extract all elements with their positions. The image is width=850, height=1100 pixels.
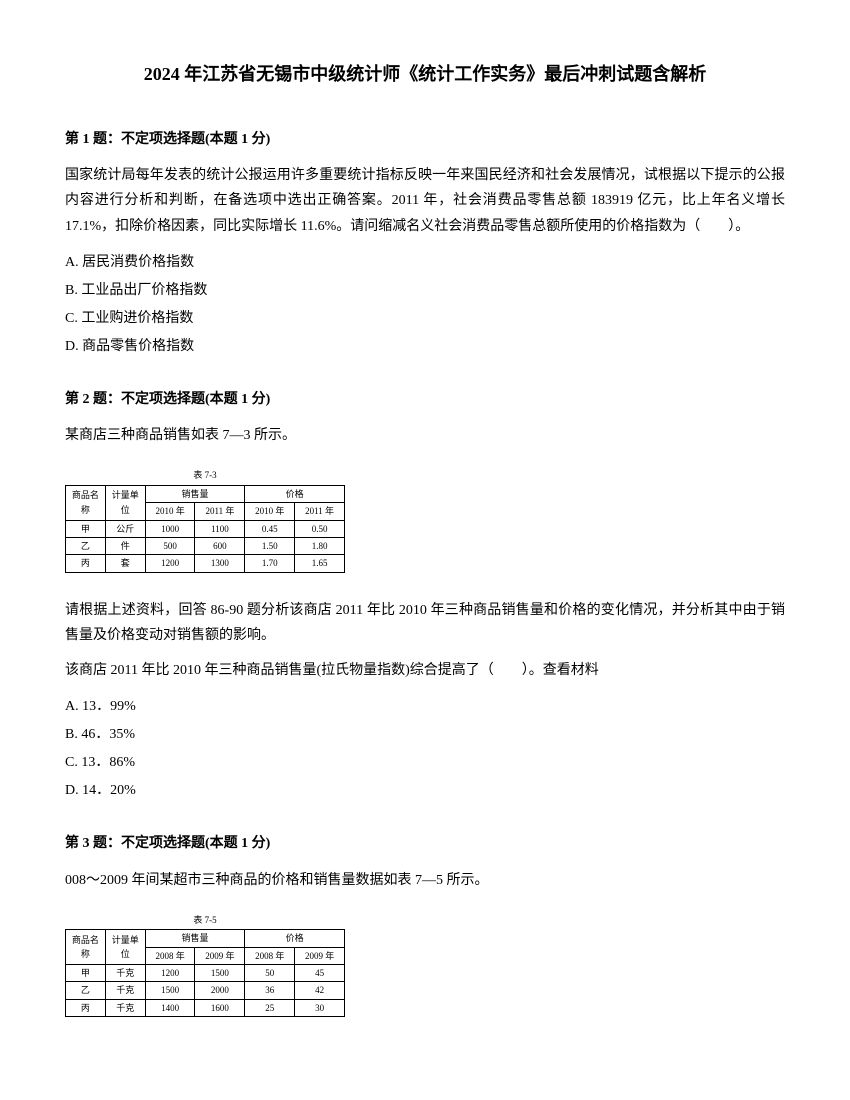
table-row: 乙 件 500 600 1.50 1.80 — [66, 537, 345, 554]
td: 1400 — [145, 999, 195, 1016]
q2-option-a: A. 13．99% — [65, 693, 785, 721]
th: 2009 年 — [195, 947, 245, 964]
td: 1.65 — [295, 555, 345, 572]
q1-header: 第 1 题：不定项选择题(本题 1 分) — [65, 129, 785, 151]
td: 1500 — [195, 964, 245, 981]
th: 2011 年 — [295, 503, 345, 520]
q2-table-container: 表 7-3 商品名称 计量单位 销售量 价格 2010 年 2011 年 201… — [65, 468, 785, 572]
q2-header: 第 2 题：不定项选择题(本题 1 分) — [65, 389, 785, 411]
q3-header: 第 3 题：不定项选择题(本题 1 分) — [65, 833, 785, 855]
td: 600 — [195, 537, 245, 554]
td: 1.50 — [245, 537, 295, 554]
table-row: 甲 公斤 1000 1100 0.45 0.50 — [66, 520, 345, 537]
q2-option-b: B. 46．35% — [65, 721, 785, 749]
th: 2008 年 — [245, 947, 295, 964]
th: 商品名称 — [66, 485, 106, 520]
q2-body1: 请根据上述资料，回答 86-90 题分析该商店 2011 年比 2010 年三种… — [65, 598, 785, 648]
td: 30 — [295, 999, 345, 1016]
th: 2008 年 — [145, 947, 195, 964]
td: 1000 — [145, 520, 195, 537]
table-7-3: 表 7-3 商品名称 计量单位 销售量 价格 2010 年 2011 年 201… — [65, 468, 345, 572]
td: 乙 — [66, 982, 106, 999]
td: 0.50 — [295, 520, 345, 537]
td: 36 — [245, 982, 295, 999]
td: 0.45 — [245, 520, 295, 537]
td: 1200 — [145, 555, 195, 572]
q2-option-c: C. 13．86% — [65, 749, 785, 777]
td: 25 — [245, 999, 295, 1016]
td: 1300 — [195, 555, 245, 572]
th: 销售量 — [145, 930, 245, 947]
q1-body: 国家统计局每年发表的统计公报运用许多重要统计指标反映一年来国民经济和社会发展情况… — [65, 163, 785, 239]
table-7-5: 表 7-5 商品名称 计量单位 销售量 价格 2008 年 2009 年 200… — [65, 913, 345, 1017]
td: 千克 — [105, 982, 145, 999]
td: 1.70 — [245, 555, 295, 572]
td: 甲 — [66, 964, 106, 981]
q2-intro: 某商店三种商品销售如表 7—3 所示。 — [65, 423, 785, 448]
th: 2011 年 — [195, 503, 245, 520]
td: 1100 — [195, 520, 245, 537]
table-row: 丙 千克 1400 1600 25 30 — [66, 999, 345, 1016]
th: 2009 年 — [295, 947, 345, 964]
q2-body2: 该商店 2011 年比 2010 年三种商品销售量(拉氏物量指数)综合提高了（ … — [65, 658, 785, 683]
table-row: 乙 千克 1500 2000 36 42 — [66, 982, 345, 999]
table-row: 丙 套 1200 1300 1.70 1.65 — [66, 555, 345, 572]
td: 丙 — [66, 555, 106, 572]
td: 500 — [145, 537, 195, 554]
td: 件 — [105, 537, 145, 554]
td: 乙 — [66, 537, 106, 554]
th: 2010 年 — [245, 503, 295, 520]
th: 计量单位 — [105, 485, 145, 520]
q1-option-a: A. 居民消费价格指数 — [65, 249, 785, 277]
q2-option-d: D. 14．20% — [65, 777, 785, 805]
page-title: 2024 年江苏省无锡市中级统计师《统计工作实务》最后冲刺试题含解析 — [65, 60, 785, 89]
q1-option-b: B. 工业品出厂价格指数 — [65, 277, 785, 305]
td: 套 — [105, 555, 145, 572]
td: 50 — [245, 964, 295, 981]
td: 1600 — [195, 999, 245, 1016]
q1-option-c: C. 工业购进价格指数 — [65, 305, 785, 333]
td: 2000 — [195, 982, 245, 999]
th: 2010 年 — [145, 503, 195, 520]
td: 丙 — [66, 999, 106, 1016]
td: 45 — [295, 964, 345, 981]
td: 千克 — [105, 964, 145, 981]
th: 销售量 — [145, 485, 245, 502]
table-7-5-caption: 表 7-5 — [65, 913, 345, 927]
th: 计量单位 — [105, 930, 145, 965]
td: 公斤 — [105, 520, 145, 537]
td: 千克 — [105, 999, 145, 1016]
td: 42 — [295, 982, 345, 999]
td: 1500 — [145, 982, 195, 999]
td: 甲 — [66, 520, 106, 537]
th: 价格 — [245, 930, 345, 947]
q3-intro: 008～2009 年间某超市三种商品的价格和销售量数据如表 7—5 所示。 — [65, 868, 785, 893]
q1-option-d: D. 商品零售价格指数 — [65, 333, 785, 361]
table-7-3-caption: 表 7-3 — [65, 468, 345, 482]
q3-table-container: 表 7-5 商品名称 计量单位 销售量 价格 2008 年 2009 年 200… — [65, 913, 785, 1017]
table-row: 甲 千克 1200 1500 50 45 — [66, 964, 345, 981]
th: 价格 — [245, 485, 345, 502]
th: 商品名称 — [66, 930, 106, 965]
td: 1.80 — [295, 537, 345, 554]
td: 1200 — [145, 964, 195, 981]
